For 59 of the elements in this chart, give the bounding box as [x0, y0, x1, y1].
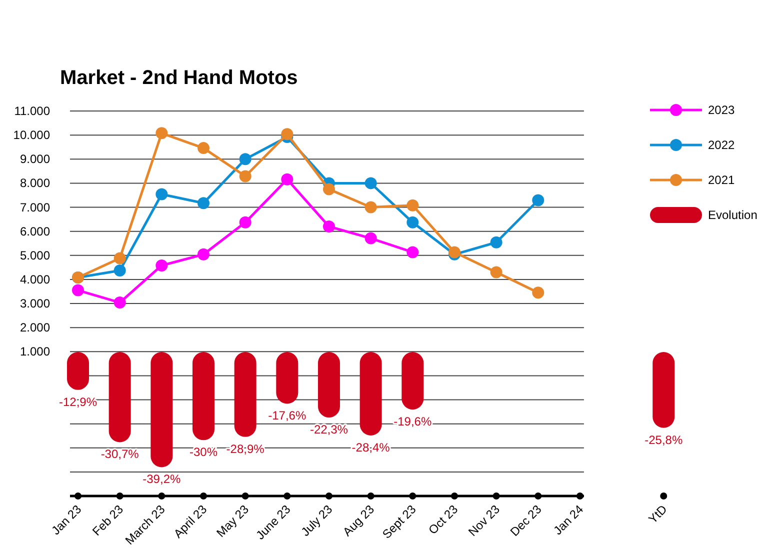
point [114, 264, 126, 277]
x-tick-label: Jan 24 [550, 502, 586, 538]
point [364, 232, 377, 244]
point [532, 194, 544, 206]
point [281, 173, 294, 186]
point [72, 284, 84, 296]
point [406, 246, 419, 258]
point [114, 252, 126, 264]
point [406, 216, 419, 228]
y-tick-label: 10.000 [13, 128, 50, 142]
y-tick-label: 1.000 [20, 344, 50, 359]
legend-label: 2023 [708, 103, 736, 117]
x-tick-label: Jan 23 [48, 502, 84, 538]
y-tick-label: 8.000 [20, 176, 50, 190]
y-tick-label: 2.000 [20, 320, 50, 335]
point [156, 188, 168, 200]
point [364, 201, 377, 214]
point [364, 177, 377, 190]
y-tick-label: 11.000 [14, 104, 50, 118]
legend-label: 2021 [708, 173, 736, 187]
point [197, 248, 210, 260]
data-label: -39,2% [142, 472, 181, 486]
point [197, 142, 210, 154]
point [281, 128, 294, 140]
data-label: -30,7% [100, 447, 140, 462]
point [197, 197, 210, 210]
y-tick-label: 5.000 [20, 248, 50, 262]
legend-label: Evolution [708, 208, 758, 222]
point [406, 199, 419, 212]
y-tick-label: 4.000 [20, 272, 50, 286]
data-label: -22,3% [310, 422, 348, 437]
point [322, 183, 335, 196]
y-tick-label: 9.000 [20, 152, 50, 166]
point [322, 220, 335, 232]
x-tick-label: Aug 23 [340, 502, 378, 540]
point [490, 266, 502, 278]
data-label: -25,8% [644, 432, 683, 447]
point [490, 236, 502, 248]
point [239, 216, 252, 228]
data-label: -17,6% [268, 408, 306, 423]
x-tick-label: Nov 23 [466, 502, 503, 540]
y-tick-label: 3.000 [20, 296, 50, 310]
x-tick-label: Oct 23 [426, 502, 461, 538]
data-label: -30% [189, 445, 218, 460]
point [156, 259, 168, 272]
point [114, 296, 126, 309]
point [239, 153, 252, 166]
point [239, 170, 252, 182]
x-tick-label: Dec 23 [507, 502, 544, 540]
legend-label: 2022 [708, 138, 736, 152]
point [156, 127, 168, 140]
point [532, 286, 544, 299]
x-tick-label: Feb 23 [90, 502, 126, 539]
x-tick-label: July 23 [298, 502, 336, 540]
chart-title: Market - 2nd Hand Motos [60, 67, 298, 89]
y-tick-label: 7.000 [20, 200, 50, 214]
x-tick-label: May 23 [214, 502, 252, 540]
x-tick-label: YtD [646, 502, 670, 526]
y-tick-label: 6.000 [20, 224, 50, 238]
